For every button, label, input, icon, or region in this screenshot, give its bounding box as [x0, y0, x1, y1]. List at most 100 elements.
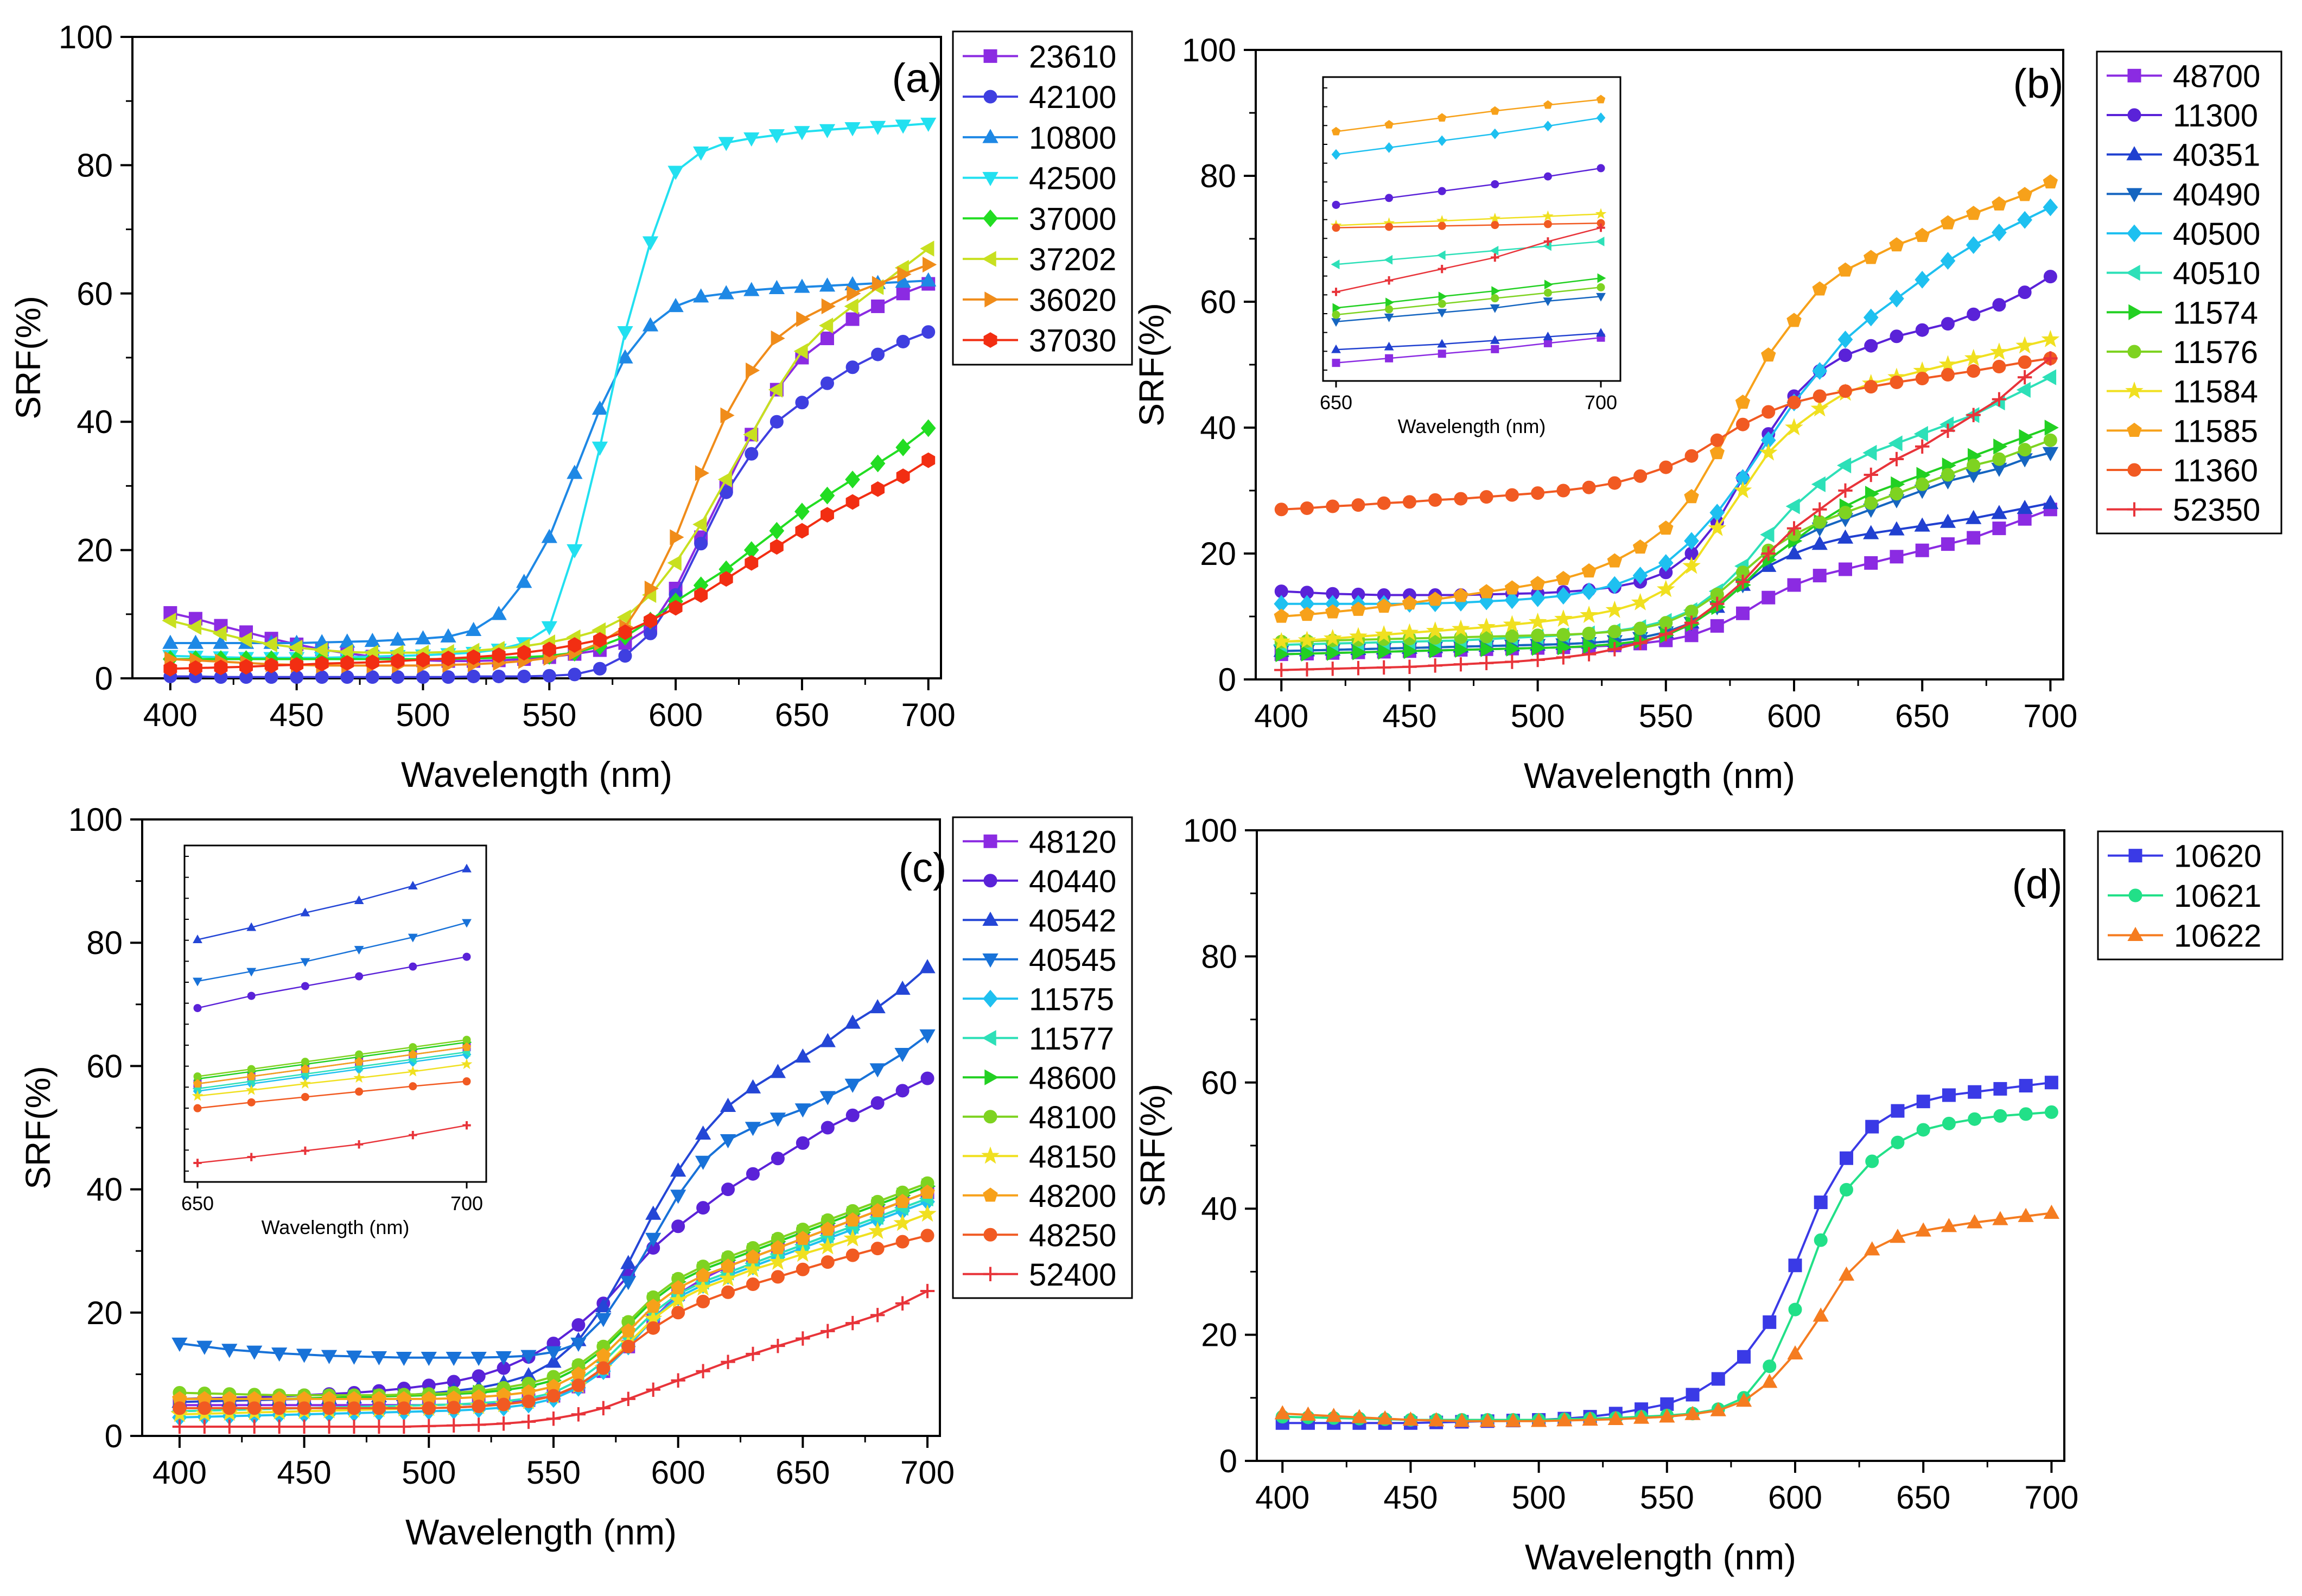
- data-point: [347, 1419, 361, 1434]
- x-tick-label: 500: [396, 697, 450, 733]
- inset-data-point: [301, 1092, 309, 1101]
- data-point: [870, 1203, 885, 1218]
- y-tick-label: 40: [1200, 410, 1236, 446]
- data-point: [794, 503, 810, 521]
- legend-label: 42100: [1029, 80, 1116, 115]
- data-point: [871, 299, 885, 313]
- inset-data-point: [246, 968, 257, 977]
- data-point: [870, 454, 886, 473]
- data-point: [1453, 657, 1468, 672]
- data-point: [920, 1184, 935, 1199]
- data-point: [2018, 1207, 2034, 1222]
- data-point: [1889, 452, 1904, 467]
- inset-series-11576: [1332, 283, 1605, 319]
- data-point: [517, 669, 531, 683]
- data-point: [173, 1401, 187, 1415]
- data-point: [2044, 419, 2059, 436]
- data-point: [1631, 593, 1650, 611]
- data-point: [671, 1373, 685, 1388]
- data-point: [1377, 1410, 1393, 1425]
- inset-data-point: [1437, 135, 1447, 147]
- inset-data-point: [1490, 106, 1500, 115]
- chart-panel-d: 400 450 500 550 600 650 700 0 20 40 60 80 100 Wavelen…: [1133, 812, 2284, 1577]
- data-point: [695, 1125, 711, 1140]
- data-point: [571, 1378, 586, 1392]
- legend-marker: [2128, 304, 2143, 320]
- data-point: [1351, 1409, 1368, 1423]
- data-point: [322, 1401, 336, 1415]
- legend-marker: [982, 251, 996, 267]
- data-point: [1915, 1222, 1931, 1237]
- data-point: [1814, 1196, 1828, 1210]
- inset-data-point: [1332, 303, 1341, 313]
- data-point: [1992, 452, 2006, 466]
- legend-label: 37202: [1029, 242, 1116, 277]
- legend-marker: [2126, 146, 2142, 161]
- inset-data-point: [1438, 187, 1446, 195]
- y-tick-label: 20: [1200, 536, 1236, 572]
- data-point: [1479, 584, 1494, 599]
- legend-label: 48120: [1029, 824, 1116, 860]
- inset-series-40500: [1331, 112, 1606, 160]
- data-point: [1862, 444, 1877, 461]
- data-point: [770, 1064, 786, 1078]
- y-tick-label: 60: [1201, 1065, 1237, 1101]
- data-point: [743, 1260, 762, 1277]
- series-37030: [163, 452, 936, 677]
- data-point: [896, 334, 910, 348]
- data-point: [745, 1122, 761, 1136]
- data-point: [296, 1349, 313, 1363]
- chart-panel-a: 400 450 500 550 600 650 700 0 20 40 60 80 100 Wavelen…: [9, 19, 1133, 794]
- inset-data-point: [1490, 128, 1500, 139]
- inset-data-point: [1543, 339, 1552, 347]
- data-point: [693, 147, 709, 161]
- data-point: [1736, 606, 1750, 620]
- legend-marker: [983, 1267, 998, 1281]
- data-point: [1813, 502, 1827, 517]
- inset-data-point: [1438, 264, 1446, 274]
- y-tick-label: 0: [1218, 662, 1236, 698]
- data-point: [1838, 483, 1853, 498]
- legend-marker: [983, 209, 998, 227]
- data-point: [595, 1298, 612, 1313]
- data-point: [595, 1313, 612, 1327]
- data-point: [1634, 633, 1649, 649]
- data-point: [1812, 362, 1828, 380]
- inset-data-point: [1596, 328, 1606, 337]
- inset-data-point: [1384, 341, 1394, 351]
- data-point: [171, 1337, 188, 1352]
- data-point: [845, 360, 860, 374]
- data-point: [794, 126, 810, 141]
- data-point: [1556, 484, 1570, 498]
- data-point: [1889, 237, 1904, 252]
- data-point: [1966, 236, 1981, 254]
- data-point: [1505, 654, 1519, 669]
- data-point: [1428, 493, 1442, 507]
- series-line: [170, 279, 929, 644]
- data-point: [542, 669, 556, 683]
- inset-data-point: [1384, 120, 1394, 129]
- data-point: [416, 670, 430, 684]
- data-point: [1582, 1411, 1598, 1426]
- data-point: [670, 1190, 686, 1204]
- data-point: [1865, 1120, 1879, 1134]
- inset-series-48250: [193, 1077, 471, 1112]
- data-point: [1992, 196, 2007, 211]
- data-point: [347, 1401, 361, 1415]
- inset-data-point: [462, 952, 471, 961]
- data-point: [768, 129, 785, 144]
- data-point: [1684, 449, 1699, 463]
- series-48250: [173, 1229, 934, 1415]
- inset-data-point: [1384, 142, 1394, 153]
- data-point: [187, 619, 202, 635]
- inset-series-line: [1336, 167, 1601, 206]
- data-point: [667, 298, 684, 313]
- data-point: [1607, 576, 1623, 594]
- legend-marker: [984, 291, 999, 308]
- data-point: [644, 613, 657, 628]
- data-point: [1837, 457, 1852, 474]
- data-point: [568, 637, 582, 653]
- data-point: [1865, 1154, 1879, 1168]
- data-point: [1993, 1082, 2007, 1096]
- data-point: [541, 529, 557, 543]
